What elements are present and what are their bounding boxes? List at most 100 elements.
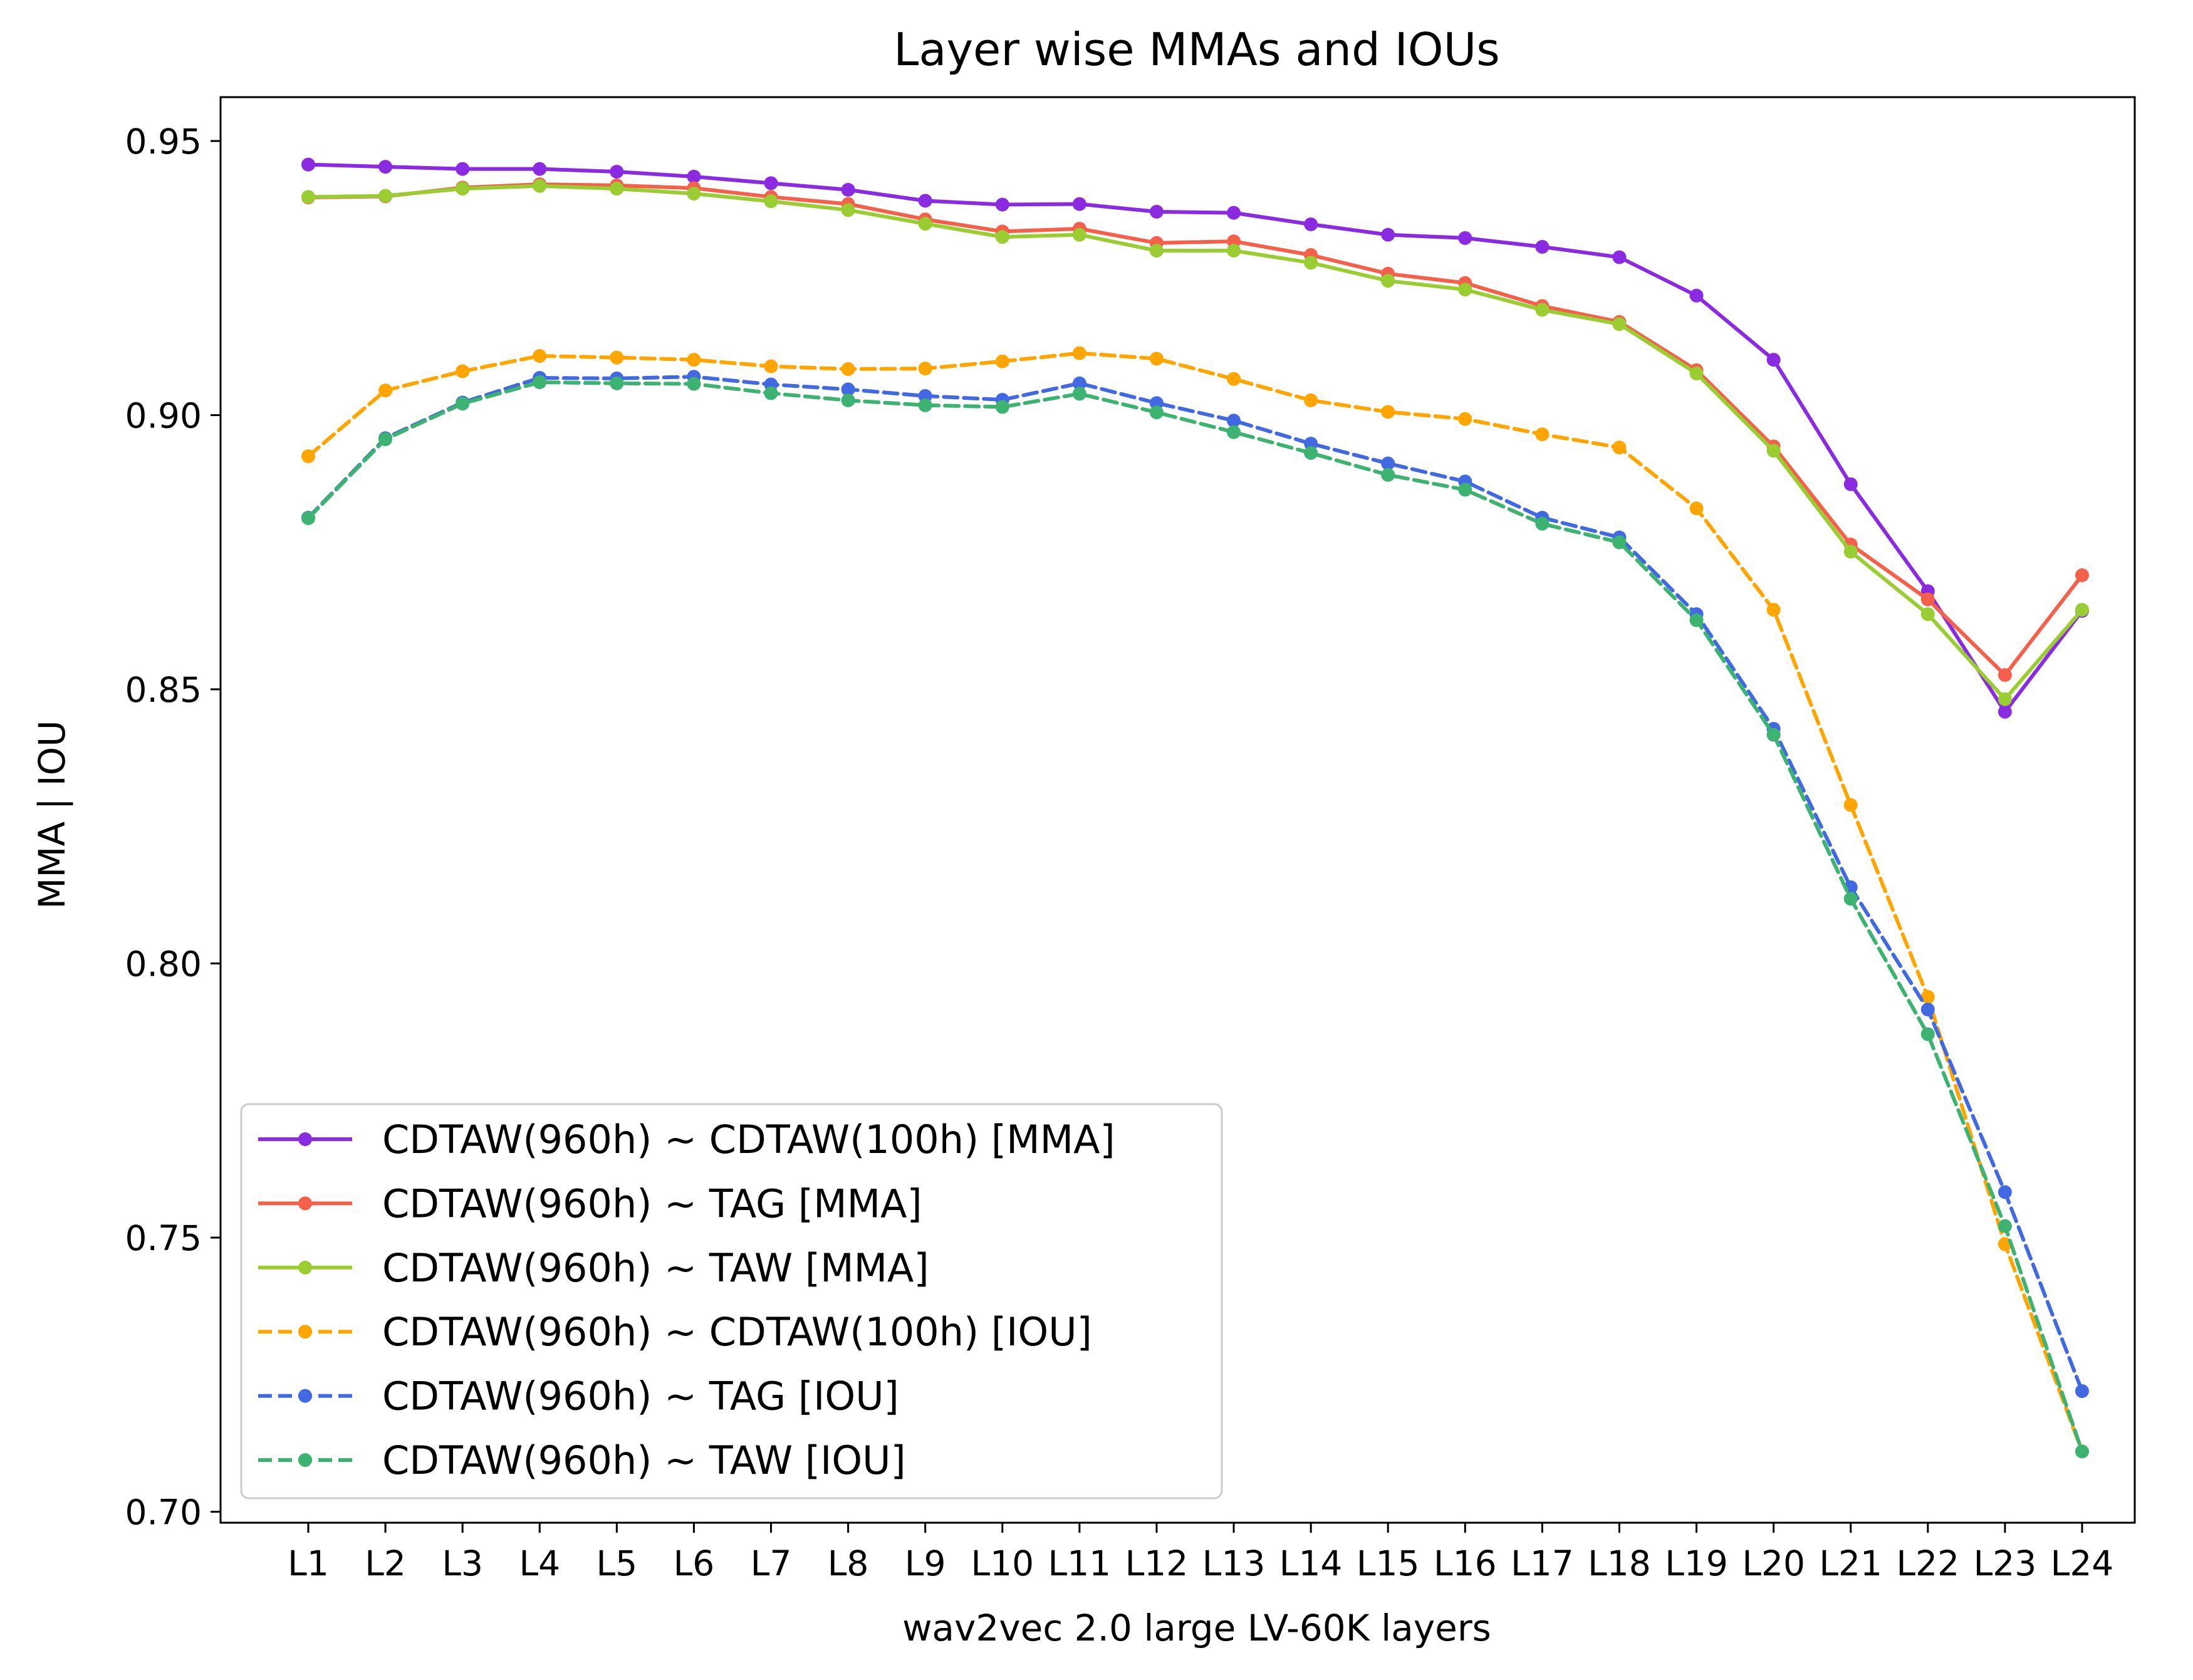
data-point [456, 397, 470, 411]
x-axis: L1 L2 L3 L4 L5 L6 L7 L8 L9 L10 L11 L12 L13 L14 L15 L16 L… [288, 1523, 2113, 1583]
data-point [1149, 204, 1164, 219]
y-tick-label: 0.75 [125, 1218, 202, 1258]
legend-marker [298, 1453, 312, 1467]
data-point [1843, 798, 1858, 812]
data-point [610, 350, 624, 365]
x-tick-label: L17 [1511, 1543, 1574, 1583]
data-point [1998, 668, 2012, 682]
data-point [1766, 353, 1781, 367]
data-point [1612, 317, 1627, 331]
y-tick-label: 0.90 [125, 396, 202, 436]
x-tick-label: L23 [1974, 1543, 2037, 1583]
data-point [1381, 405, 1395, 419]
x-tick-label: L8 [828, 1543, 869, 1583]
data-point [1072, 227, 1086, 242]
data-point [1149, 352, 1164, 366]
series-line [306, 162, 2084, 714]
legend-entries: CDTAW(960h) ~ CDTAW(100h) [MMA] CDTAW(960… [258, 1117, 1115, 1483]
x-tick-label: L22 [1897, 1543, 1960, 1583]
x-tick-label: L2 [365, 1543, 406, 1583]
y-tick-label: 0.80 [125, 944, 202, 984]
series-6 [301, 375, 2089, 1459]
data-point [1458, 283, 1472, 297]
x-axis-label: wav2vec 2.0 large LV-60K layers [902, 1607, 1491, 1649]
legend-label: CDTAW(960h) ~ TAW [MMA] [382, 1245, 929, 1291]
series-1 [301, 157, 2089, 719]
series-layer [301, 157, 2089, 1459]
data-point [378, 432, 393, 446]
data-point [378, 383, 393, 398]
data-point [1072, 346, 1086, 360]
x-tick-label: L13 [1202, 1543, 1266, 1583]
series-4 [301, 346, 2089, 1459]
data-point [378, 160, 393, 174]
data-point [1920, 989, 1935, 1004]
data-point [1535, 239, 1550, 254]
x-tick-label: L4 [519, 1543, 560, 1583]
y-axis: 0.70 0.75 0.80 0.85 0.90 0.95 [125, 122, 221, 1533]
data-point [378, 189, 393, 203]
x-tick-label: L11 [1048, 1543, 1112, 1583]
data-point [610, 182, 624, 196]
data-point [1381, 227, 1395, 242]
data-point [1227, 372, 1241, 386]
data-point [1458, 483, 1472, 497]
x-tick-label: L7 [751, 1543, 792, 1583]
legend-box [240, 1103, 1223, 1500]
data-point [1766, 603, 1781, 617]
data-point [1920, 592, 1935, 607]
data-point [995, 400, 1009, 414]
data-point [841, 382, 855, 397]
data-point [764, 176, 778, 190]
data-point [1304, 446, 1318, 460]
data-point [1304, 217, 1318, 231]
data-point [456, 162, 470, 176]
data-point [1920, 607, 1935, 622]
plot-area [219, 96, 2136, 1524]
data-point [918, 194, 932, 208]
x-tick-label: L16 [1434, 1543, 1497, 1583]
data-point [1843, 545, 1858, 559]
x-tick-label: L5 [596, 1543, 638, 1583]
data-point [1227, 414, 1241, 428]
data-point [1227, 244, 1241, 258]
data-point [2075, 603, 2089, 617]
legend-label: CDTAW(960h) ~ TAW [IOU] [382, 1437, 906, 1483]
legend: CDTAW(960h) ~ CDTAW(100h) [MMA] CDTAW(960… [240, 1103, 1223, 1500]
data-point [1766, 728, 1781, 742]
y-tick-label: 0.70 [125, 1493, 202, 1533]
data-point [1998, 1219, 2012, 1233]
legend-marker [298, 1325, 312, 1339]
data-point [1535, 427, 1550, 442]
legend-marker [298, 1260, 312, 1275]
x-tick-label: L18 [1588, 1543, 1651, 1583]
data-point [918, 217, 932, 231]
data-point [1149, 405, 1164, 420]
legend-label: CDTAW(960h) ~ TAG [MMA] [382, 1181, 922, 1226]
data-point [1381, 274, 1395, 288]
data-point [1689, 613, 1704, 627]
data-point [1920, 1027, 1935, 1041]
x-tick-label: L14 [1279, 1543, 1343, 1583]
data-point [1998, 704, 2012, 719]
series-line [306, 375, 2084, 1393]
data-point [301, 511, 315, 525]
x-tick-label: L3 [442, 1543, 483, 1583]
data-point [1843, 892, 1858, 906]
y-axis-label: MMA | IOU [31, 720, 73, 909]
data-point [1304, 256, 1318, 270]
data-point [533, 162, 547, 176]
data-point [995, 354, 1009, 368]
legend-label: CDTAW(960h) ~ CDTAW(100h) [MMA] [382, 1117, 1115, 1162]
data-point [1535, 303, 1550, 317]
data-point [687, 187, 701, 201]
data-point [918, 398, 932, 412]
data-point [301, 190, 315, 204]
data-point [456, 182, 470, 196]
x-tick-label: L1 [288, 1543, 329, 1583]
legend-label: CDTAW(960h) ~ CDTAW(100h) [IOU] [382, 1309, 1092, 1355]
data-point [2075, 1444, 2089, 1459]
data-point [610, 376, 624, 390]
data-point [687, 169, 701, 184]
